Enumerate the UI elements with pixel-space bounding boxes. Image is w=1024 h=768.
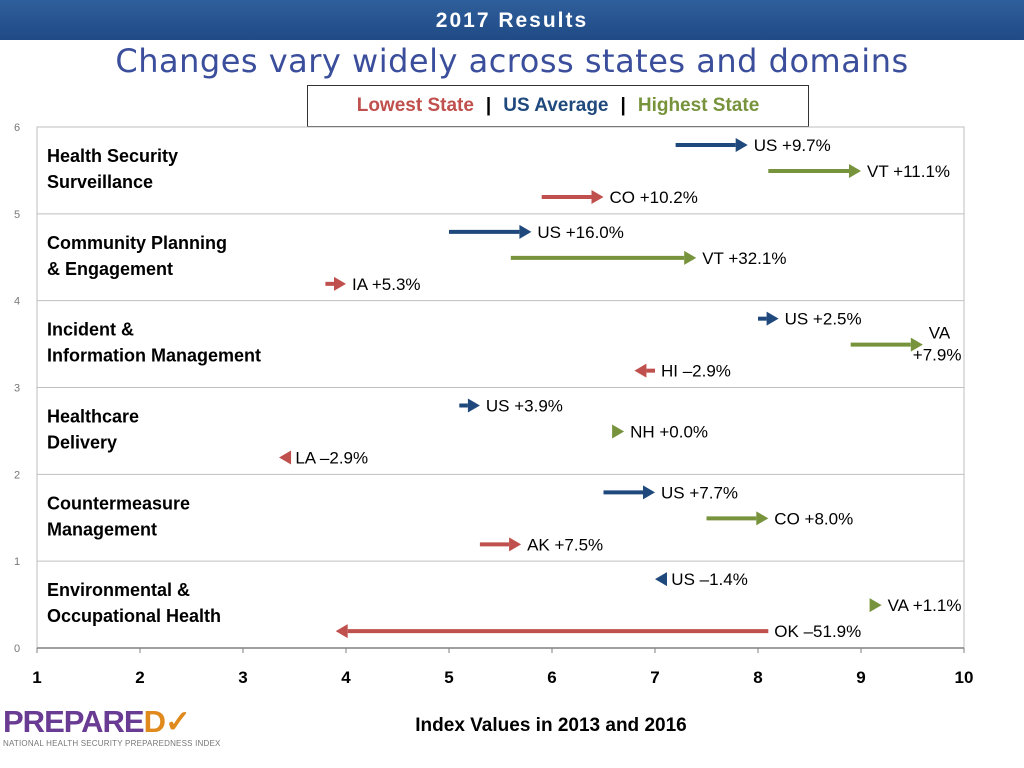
x-tick-label: 5 [444, 668, 453, 687]
arrow-label: US +3.9% [486, 397, 563, 416]
domain-name: Health Security Surveillance [47, 146, 178, 192]
x-tick-label: 1 [32, 668, 41, 687]
arrow-head [655, 572, 667, 587]
arrow-head [735, 138, 748, 152]
arrow-head [519, 224, 532, 239]
y-tick-label: 1 [14, 556, 20, 568]
slide-subtitle: Changes vary widely across states and do… [115, 42, 909, 80]
arrow-label: VA +1.1% [888, 596, 962, 615]
arrow-head [509, 537, 522, 552]
arrow-head [910, 337, 923, 352]
check-shield-icon: D✓ [143, 704, 191, 739]
logo-word: PREPARE [3, 704, 145, 739]
y-tick-label: 2 [14, 469, 20, 481]
arrow-label: US +7.7% [661, 483, 738, 502]
logo-tagline: NATIONAL HEALTH SECURITY PREPAREDNESS IN… [3, 739, 221, 748]
x-tick-label: 6 [547, 668, 556, 687]
arrow-head [612, 424, 625, 439]
domain-name: Environmental & Occupational Health [47, 580, 221, 626]
y-tick-label: 0 [14, 643, 20, 655]
arrow-head [869, 598, 882, 613]
x-tick-label: 7 [650, 668, 659, 687]
arrow-label: VT +32.1% [702, 249, 786, 268]
y-tick-label: 3 [14, 383, 20, 395]
header-banner: 2017 Results [0, 0, 1024, 40]
arrow-label: US –1.4% [671, 570, 748, 589]
legend-us-average: US Average [503, 95, 609, 116]
arrow-label: AK +7.5% [527, 535, 603, 554]
arrow-head [643, 485, 655, 500]
arrow-label: VT +11.1% [867, 162, 950, 181]
arrow-head [756, 511, 769, 526]
x-tick-label: 3 [238, 668, 247, 687]
x-axis-title: Index Values in 2013 and 2016 [415, 715, 686, 736]
legend-separator: | [485, 95, 492, 116]
arrow-head [634, 363, 647, 378]
arrow-head [684, 250, 697, 265]
arrow-head [849, 164, 861, 178]
arrow-head [335, 624, 348, 639]
legend-separator: | [620, 95, 626, 116]
y-tick-label: 6 [14, 122, 20, 134]
domain-name: Healthcare Delivery [47, 407, 139, 453]
arrow-label: US +9.7% [754, 136, 831, 155]
arrow-label: LA –2.9% [295, 449, 368, 468]
banner-title: 2017 Results [435, 9, 589, 32]
arrow-head [467, 398, 480, 413]
x-tick-label: 10 [955, 668, 974, 687]
domain-name: Countermeasure Management [47, 493, 190, 539]
arrow-label: OK –51.9% [774, 622, 861, 641]
legend-highest-state: Highest State [637, 95, 760, 116]
arrow-label: US +16.0% [537, 223, 623, 242]
x-tick-label: 8 [753, 668, 762, 687]
x-tick-label: 4 [341, 668, 351, 687]
arrow-label: IA +5.3% [352, 275, 421, 294]
arrow-label: CO +8.0% [774, 509, 853, 528]
arrow-head [279, 450, 292, 465]
arrow-label: VA +7.9% [913, 324, 962, 365]
legend-box: Lowest State | US Average | Highest Stat… [307, 85, 809, 127]
x-tick-label: 2 [135, 668, 144, 687]
arrow-head [334, 276, 346, 291]
prepared-logo: PREPARED✓ NATIONAL HEALTH SECURITY PREPA… [3, 706, 221, 748]
legend-lowest-state: Lowest State [356, 95, 474, 116]
domain-name: Incident & Information Management [47, 320, 261, 366]
arrow-label: HI –2.9% [661, 362, 731, 381]
y-tick-label: 4 [14, 296, 20, 308]
arrow-label: US +2.5% [785, 310, 862, 329]
arrow-label: NH +0.0% [630, 423, 708, 442]
domain-name: Community Planning & Engagement [47, 233, 227, 279]
x-tick-label: 9 [856, 668, 865, 687]
arrow-head [766, 311, 779, 326]
arrow-label: CO +10.2% [610, 188, 698, 207]
y-tick-label: 5 [14, 209, 20, 221]
arrow-head [591, 190, 604, 204]
